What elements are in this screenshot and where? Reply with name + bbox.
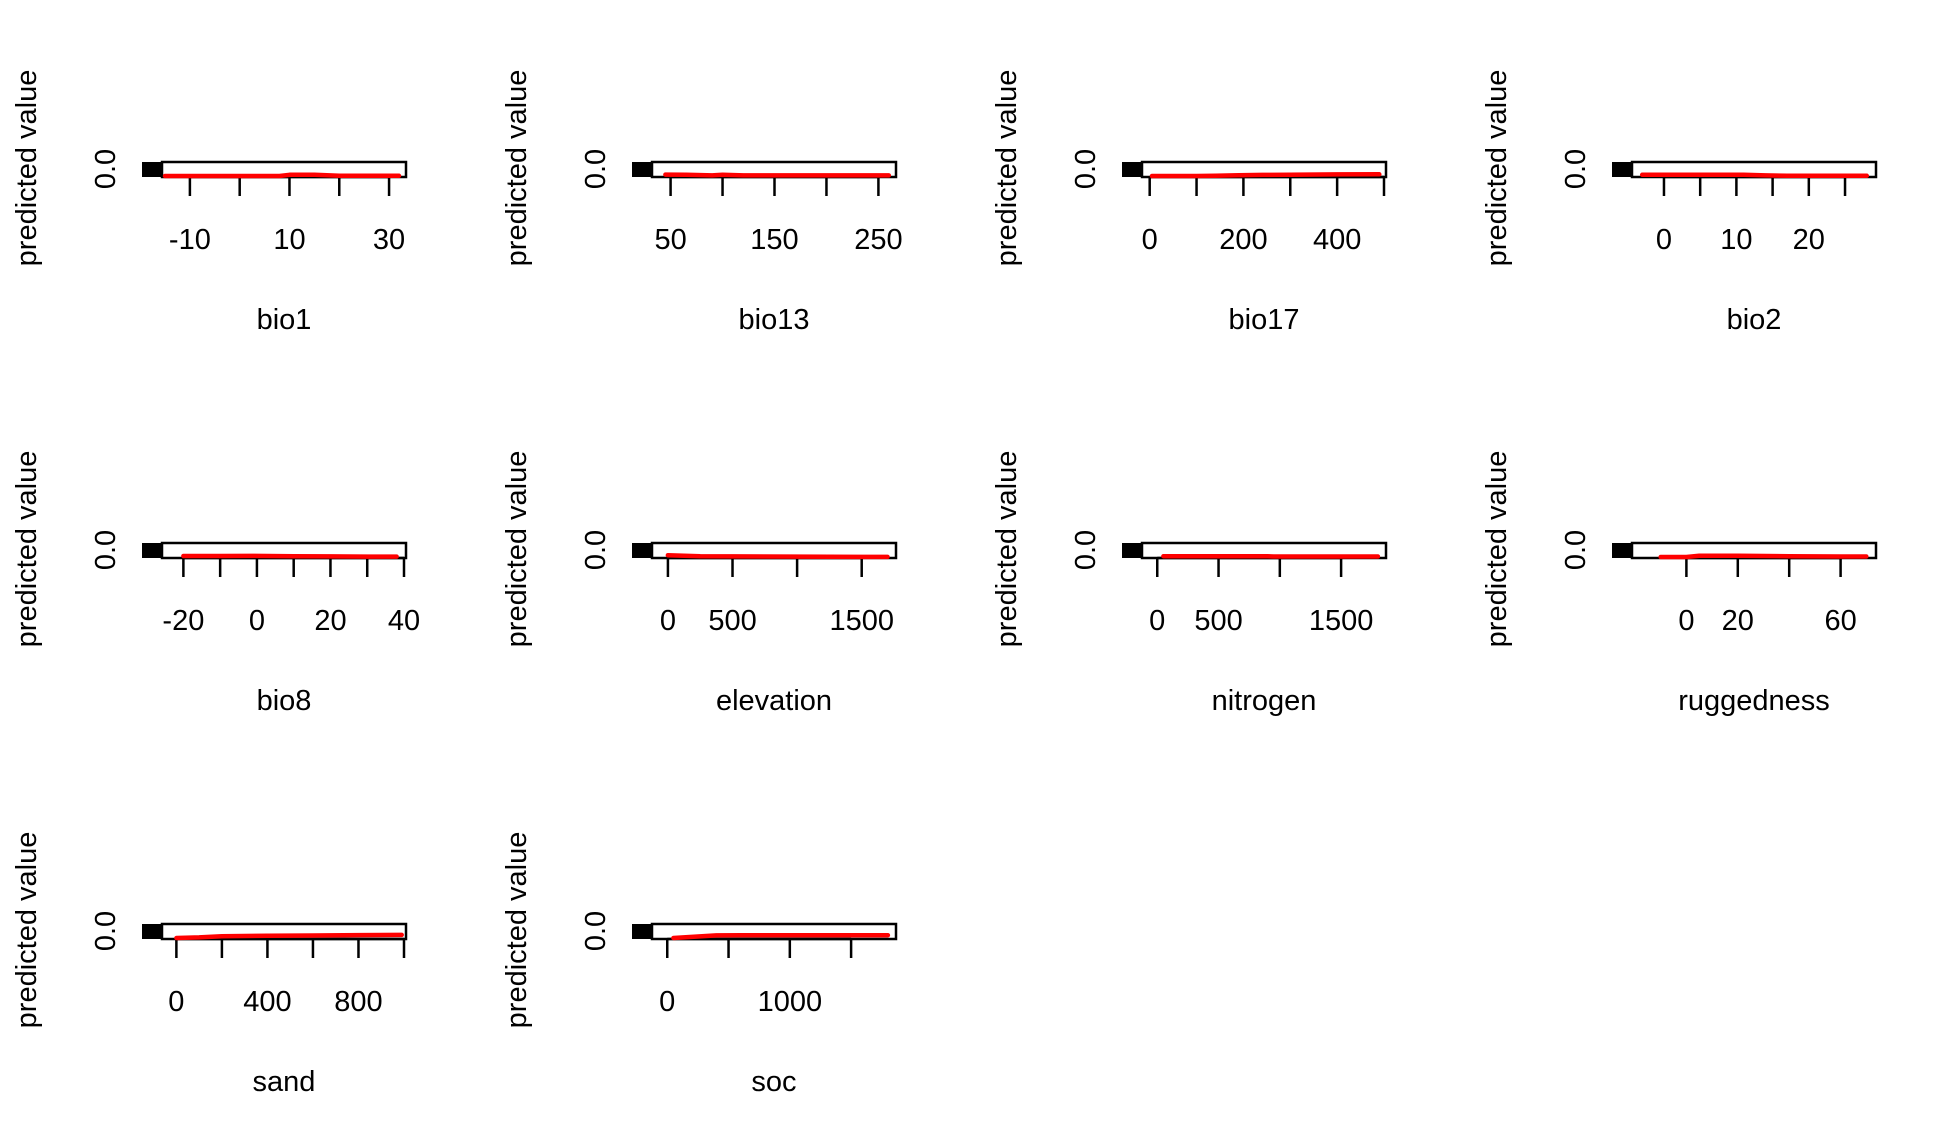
x-axis-label: sand <box>253 1066 316 1098</box>
x-axis-label: nitrogen <box>1212 685 1317 717</box>
y-axis-tick-block <box>142 543 162 558</box>
x-tick-label: 10 <box>273 224 305 256</box>
x-axis-label: bio2 <box>1727 304 1782 336</box>
response-curve <box>183 556 396 557</box>
x-tick-label: 1000 <box>758 986 823 1018</box>
panel-bio8: predicted value 0.0 -20 0 20 40 bio8 <box>11 451 420 717</box>
x-tick-label: 20 <box>1722 605 1754 637</box>
y-tick-label: 0.0 <box>90 530 122 570</box>
x-tick-label: 50 <box>654 224 686 256</box>
x-tick-label: 800 <box>334 986 382 1018</box>
y-axis-label: predicted value <box>991 70 1023 267</box>
x-axis-label: bio13 <box>739 304 810 336</box>
x-tick-label: 40 <box>388 605 420 637</box>
x-tick-label: 60 <box>1824 605 1856 637</box>
x-tick-label: 500 <box>708 605 756 637</box>
y-axis-label: predicted value <box>1481 70 1513 267</box>
x-tick-label: 10 <box>1720 224 1752 256</box>
x-tick-label: -20 <box>162 605 204 637</box>
x-tick-label: 0 <box>659 986 675 1018</box>
panel-sand: predicted value 0.0 0 400 800 sand <box>11 832 406 1098</box>
x-tick-label: 0 <box>1678 605 1694 637</box>
y-axis-label: predicted value <box>991 451 1023 648</box>
y-axis-tick-block <box>1612 162 1632 177</box>
y-axis-tick-block <box>1122 543 1142 558</box>
panel-bio17: predicted value 0.0 0 200 400 bio17 <box>991 70 1386 336</box>
x-tick-label: 0 <box>168 986 184 1018</box>
x-tick-label: 500 <box>1194 605 1242 637</box>
response-curve <box>176 935 401 938</box>
y-axis-label: predicted value <box>501 70 533 267</box>
panel-bio1: predicted value 0.0 -10 10 30 bio1 <box>11 70 406 336</box>
x-tick-label: 0 <box>249 605 265 637</box>
y-tick-label: 0.0 <box>1070 530 1102 570</box>
y-axis-tick-block <box>632 543 652 558</box>
y-tick-label: 0.0 <box>1560 530 1592 570</box>
x-tick-label: 150 <box>750 224 798 256</box>
y-axis-tick-block <box>142 162 162 177</box>
response-curve <box>165 175 399 176</box>
y-axis-label: predicted value <box>11 70 43 267</box>
x-tick-label: 20 <box>314 605 346 637</box>
x-tick-label: 200 <box>1219 224 1267 256</box>
panel-bio2: predicted value 0.0 0 10 20 bio2 <box>1481 70 1876 336</box>
response-curve <box>665 175 888 176</box>
x-tick-label: 1500 <box>829 605 894 637</box>
y-axis-label: predicted value <box>11 451 43 648</box>
x-axis-label: soc <box>751 1066 796 1098</box>
y-tick-label: 0.0 <box>90 911 122 951</box>
x-tick-label: 30 <box>373 224 405 256</box>
x-tick-label: 0 <box>1142 224 1158 256</box>
panel-soc: predicted value 0.0 0 1000 soc <box>501 832 896 1098</box>
x-axis-label: ruggedness <box>1678 685 1830 717</box>
y-tick-label: 0.0 <box>580 149 612 189</box>
response-curve <box>1152 174 1379 176</box>
x-axis-label: bio1 <box>257 304 312 336</box>
y-tick-label: 0.0 <box>90 149 122 189</box>
y-axis-tick-block <box>632 924 652 939</box>
x-axis-label: bio8 <box>257 685 312 717</box>
panel-nitrogen: predicted value 0.0 0 500 1500 nitrogen <box>991 451 1386 717</box>
y-axis-tick-block <box>1122 162 1142 177</box>
x-axis-label: bio17 <box>1229 304 1300 336</box>
y-tick-label: 0.0 <box>580 530 612 570</box>
y-tick-label: 0.0 <box>1560 149 1592 189</box>
response-curve <box>668 555 888 557</box>
y-axis-label: predicted value <box>501 451 533 648</box>
response-curve <box>1661 556 1867 557</box>
panel-bio13: predicted value 0.0 50 150 250 bio13 <box>501 70 903 336</box>
x-tick-label: 250 <box>854 224 902 256</box>
x-tick-label: 20 <box>1793 224 1825 256</box>
y-axis-tick-block <box>142 924 162 939</box>
y-tick-label: 0.0 <box>580 911 612 951</box>
x-tick-label: 0 <box>1656 224 1672 256</box>
x-tick-label: -10 <box>169 224 211 256</box>
y-axis-label: predicted value <box>501 832 533 1029</box>
response-curve <box>1642 175 1867 176</box>
x-tick-label: 1500 <box>1309 605 1374 637</box>
panel-ruggedness: predicted value 0.0 0 20 60 ruggedness <box>1481 451 1876 717</box>
y-axis-tick-block <box>1612 543 1632 558</box>
x-tick-label: 400 <box>1313 224 1361 256</box>
response-curve <box>673 935 888 938</box>
x-tick-label: 400 <box>243 986 291 1018</box>
y-axis-label: predicted value <box>11 832 43 1029</box>
x-tick-label: 0 <box>1149 605 1165 637</box>
y-axis-label: predicted value <box>1481 451 1513 648</box>
x-tick-label: 0 <box>660 605 676 637</box>
panel-elevation: predicted value 0.0 0 500 1500 elevation <box>501 451 896 717</box>
x-axis-label: elevation <box>716 685 832 717</box>
y-tick-label: 0.0 <box>1070 149 1102 189</box>
y-axis-tick-block <box>632 162 652 177</box>
